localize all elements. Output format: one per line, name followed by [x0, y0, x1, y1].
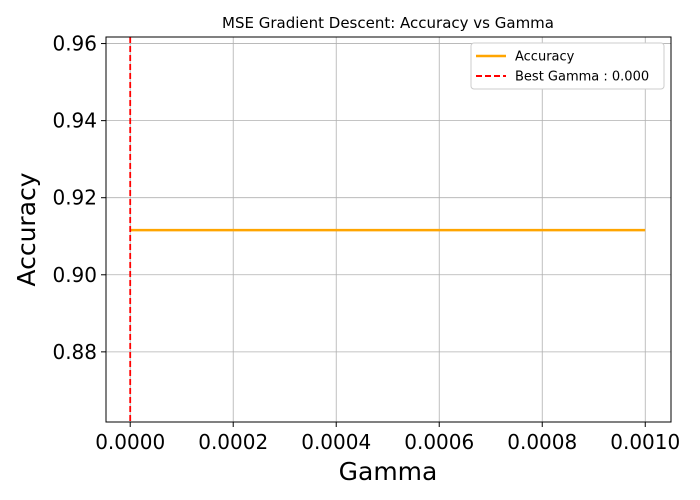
x-tick-label: 0.0004	[301, 430, 371, 454]
legend-box	[470, 42, 665, 90]
plot-area	[129, 37, 646, 422]
legend-label-best-gamma: Best Gamma : 0.000	[515, 70, 649, 85]
legend-label-accuracy: Accuracy	[515, 50, 575, 65]
x-tick-label: 0.0006	[404, 430, 474, 454]
x-tick-label: 0.0002	[198, 430, 268, 454]
y-axis-ticks: 0.88 0.90 0.92 0.94 0.96	[52, 32, 106, 364]
y-tick-label: 0.92	[52, 186, 97, 210]
y-tick-label: 0.96	[52, 32, 97, 56]
chart-title: MSE Gradient Descent: Accuracy vs Gamma	[222, 14, 554, 32]
x-tick-label: 0.0010	[610, 430, 680, 454]
x-tick-label: 0.0008	[507, 430, 577, 454]
y-axis-label: Accuracy	[12, 172, 41, 286]
y-tick-label: 0.90	[52, 263, 97, 287]
plot-frame	[105, 36, 672, 423]
y-tick-label: 0.94	[52, 109, 97, 133]
legend: Accuracy Best Gamma : 0.000	[470, 42, 665, 90]
y-tick-label: 0.88	[52, 340, 97, 364]
x-tick-label: 0.0000	[95, 430, 165, 454]
x-axis-ticks: 0.0000 0.0002 0.0004 0.0006 0.0008 0.0010	[95, 422, 680, 454]
x-axis-label: Gamma	[339, 457, 438, 486]
